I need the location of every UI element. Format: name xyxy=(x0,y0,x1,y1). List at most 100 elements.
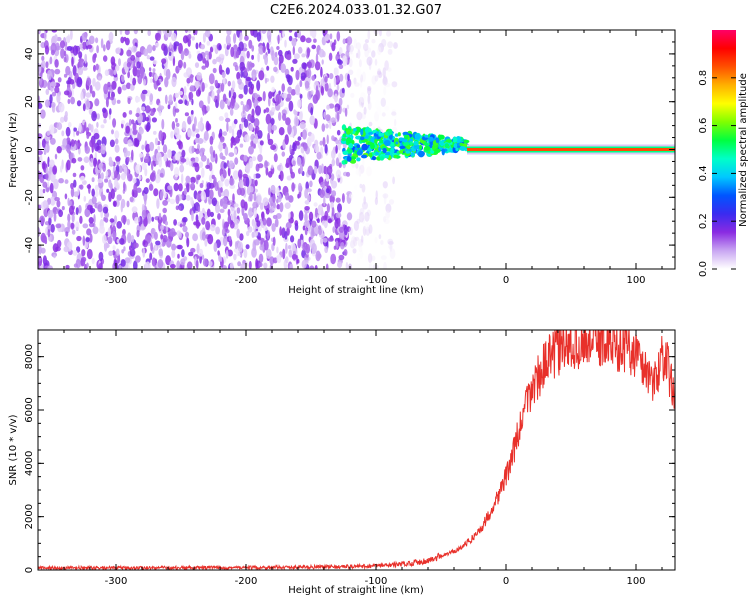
spectrogram-cell xyxy=(384,60,389,71)
spectrogram-cell xyxy=(374,236,378,244)
spectrogram-cell xyxy=(345,137,352,144)
spectrogram-cell xyxy=(237,261,242,267)
spectrogram-cell xyxy=(272,236,276,246)
spectrogram-cell xyxy=(307,165,314,176)
spectrogram-cell xyxy=(381,38,387,48)
spectrogram-cell xyxy=(273,56,279,66)
spectrogram-cell xyxy=(238,41,244,52)
spectrogram-cell xyxy=(161,118,165,130)
spectrogram-cell xyxy=(79,60,84,68)
spectrogram-ytick-label: 40 xyxy=(24,48,35,61)
spectrogram-cell xyxy=(143,187,149,195)
spectrogram-cell xyxy=(337,59,343,65)
spectrogram-cell xyxy=(356,157,361,162)
spectrogram-cell xyxy=(324,82,329,92)
spectrogram-cell xyxy=(54,86,60,94)
spectrogram-cell xyxy=(296,156,302,167)
spectrogram-cell xyxy=(336,84,340,91)
spectrogram-cell xyxy=(46,130,51,136)
spectrogram-cell xyxy=(208,261,213,267)
spectrogram-cell xyxy=(196,193,201,201)
spectrogram-cell xyxy=(65,264,70,269)
spectrogram-cell xyxy=(93,64,96,72)
spectrogram-cell xyxy=(336,31,341,42)
spectrogram-cell xyxy=(212,150,216,159)
spectrogram-cell xyxy=(82,235,86,246)
spectrogram-cell xyxy=(150,172,156,182)
spectrogram-cell xyxy=(76,100,82,107)
spectrogram-cell xyxy=(318,227,322,236)
spectrogram-cell xyxy=(110,96,114,101)
spectrogram-cell xyxy=(191,36,195,41)
spectrogram-cell xyxy=(179,164,185,173)
spectrogram-cell xyxy=(311,75,316,81)
spectrogram-cell xyxy=(237,78,242,85)
spectrogram-cell xyxy=(368,131,374,135)
spectrogram-cell xyxy=(56,36,62,42)
spectrogram-cell xyxy=(384,106,390,111)
spectrogram-cell xyxy=(377,46,382,55)
spectrogram-cell xyxy=(197,53,203,62)
spectrogram-cell xyxy=(234,64,239,72)
spectrogram-cell xyxy=(271,106,276,113)
spectrogram-cell xyxy=(265,208,270,215)
spectrogram-cell xyxy=(85,237,91,243)
spectrogram-cell xyxy=(301,53,306,58)
spectrogram-cell xyxy=(383,261,387,269)
spectrogram-cell xyxy=(259,202,264,210)
spectrogram-cell xyxy=(199,147,206,153)
spectrogram-cell xyxy=(47,229,51,238)
spectrogram-cell xyxy=(302,129,307,140)
spectrogram-cell xyxy=(248,157,253,169)
spectrogram-cell xyxy=(306,61,312,69)
spectrogram-cell xyxy=(190,196,194,206)
spectrogram-cell xyxy=(240,101,244,106)
spectrogram-cell xyxy=(209,145,214,155)
spectrogram-cell xyxy=(388,199,395,205)
spectrogram-cell xyxy=(71,213,75,223)
spectrogram-cell xyxy=(334,106,339,113)
spectrogram-cell xyxy=(269,263,273,269)
spectrogram-cell xyxy=(72,45,79,56)
spectrogram-cell xyxy=(343,224,348,236)
spectrogram-cell xyxy=(197,138,204,144)
spectrogram-cell xyxy=(330,117,336,124)
spectrogram-cell xyxy=(439,140,444,147)
spectrogram-cell xyxy=(413,140,419,146)
spectrogram-cell xyxy=(94,184,99,191)
spectrogram-cell xyxy=(54,153,58,160)
spectrogram-cell xyxy=(70,96,75,105)
spectrogram-cell xyxy=(331,135,335,141)
spectrogram-cell xyxy=(259,244,265,251)
spectrogram-cell xyxy=(78,204,82,214)
spectrogram-cell xyxy=(164,77,169,88)
spectrogram-cell xyxy=(224,112,229,119)
spectrogram-cell xyxy=(148,183,154,191)
spectrogram-cell xyxy=(151,257,156,267)
spectrogram-cell xyxy=(158,248,163,257)
spectrogram-cell xyxy=(136,187,142,193)
snr-ytick-label: 8000 xyxy=(24,344,35,369)
spectrogram-cell xyxy=(219,99,225,110)
spectrogram-cell xyxy=(269,256,275,265)
spectrogram-cell xyxy=(144,155,150,163)
spectrogram-cell xyxy=(170,150,176,157)
spectrogram-cell xyxy=(335,169,342,179)
spectrogram-cell xyxy=(91,257,95,265)
spectrogram-cell xyxy=(322,136,326,147)
spectrogram-cell xyxy=(289,263,294,269)
spectrogram-cell xyxy=(459,146,467,151)
spectrogram-cell xyxy=(224,146,229,156)
spectrogram-cell xyxy=(167,185,173,191)
spectrogram-cell xyxy=(182,225,188,233)
spectrogram-cell xyxy=(126,218,130,226)
spectrogram-cell xyxy=(50,49,55,56)
spectrogram-cell xyxy=(232,193,235,203)
spectrogram-cell xyxy=(276,186,280,197)
spectrogram-cell xyxy=(200,44,206,50)
spectrogram-cell xyxy=(121,74,125,83)
spectrogram-cell xyxy=(387,48,393,55)
spectrogram-cell xyxy=(363,43,369,52)
spectrogram-cell xyxy=(341,137,347,142)
spectrogram-cell xyxy=(266,42,270,51)
